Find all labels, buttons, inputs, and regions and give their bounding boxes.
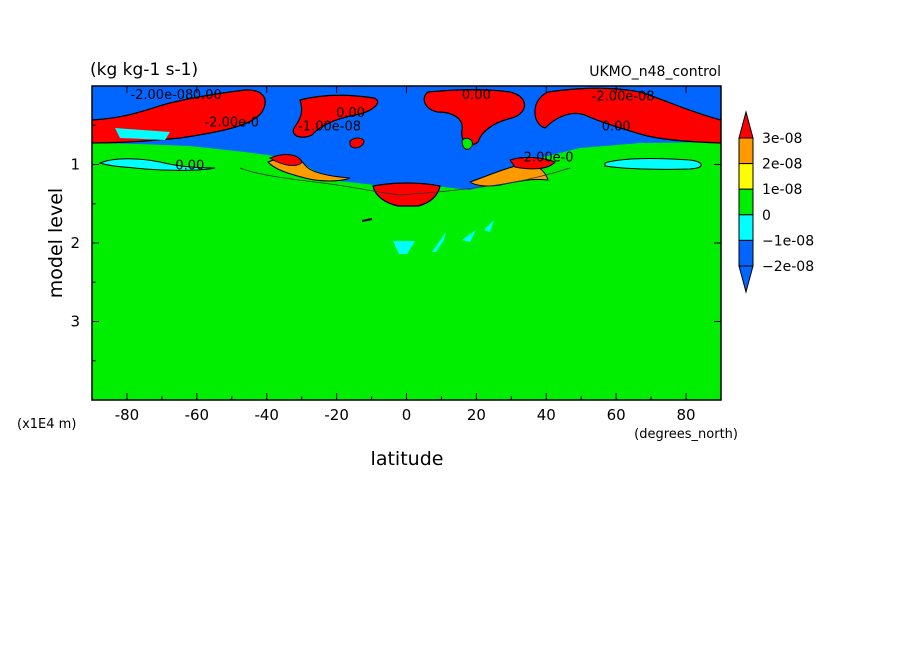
colorbar-label: −2e-08 [762,259,814,275]
northern-midlat-positive-region [423,89,526,146]
colorbar-label: −1e-08 [762,233,814,249]
colorbar-box [738,214,754,241]
x-tick-label: 60 [607,406,626,424]
colorbar-label: 1e-08 [762,182,802,198]
colorbar-label: 3e-08 [762,131,802,147]
colorbar-box [738,188,754,216]
contour-label: 0.00 [175,159,204,174]
x-tick-label: 80 [677,406,696,424]
x-tick-label: -40 [254,406,279,424]
southern-midlat-positive-region [292,94,379,138]
colorbar: 3e-08 2e-08 1e-08 0 −1e-08 −2e-08 [738,110,814,294]
contour-labels: -2.00e-08 0.00-2.00e-00.00-1.00e-080.000.… [130,88,654,174]
contour-label: -2.00e-08 [130,88,193,103]
y-axis-title: model level [45,188,67,298]
x-axis-title: latitude [371,448,444,470]
contour-label: 0.00 [336,106,365,121]
lower-cyan-streak-2 [462,230,476,242]
colorbar-box [738,137,754,165]
colorbar-top-arrow [738,110,754,139]
southern-red-patch [268,154,303,166]
contour-label: 0.00 [193,88,222,103]
contour-label: -2.00e-0 [204,115,259,130]
y-tick-label: 1 [70,156,80,174]
colorbar-label: 0 [762,208,771,224]
x-axis-units: (degrees_north) [634,427,738,442]
colorbar-box [738,163,754,190]
y-tick-label: 3 [70,313,80,331]
contour-label: -2.00e-08 [592,89,655,104]
y-axis-units: (x1E4 m) [17,417,76,432]
contour-label: 0.00 [602,119,631,134]
south-band-light-blue [115,128,170,140]
x-tick-label: -20 [324,406,349,424]
x-axis: -80 -60 -40 -20 0 20 40 60 80 [91,86,722,424]
south-lower-light-blue [98,158,216,171]
x-tick-label: 40 [537,406,556,424]
y-tick-label: 2 [70,234,80,252]
lower-cyan-streak-1 [432,232,446,252]
north-polar-positive-region [534,87,721,144]
contour-label: -1.00e-08 [298,119,361,134]
northern-red-patch [509,156,556,170]
colorbar-box [738,239,754,267]
x-tick-label: 20 [467,406,486,424]
small-dark-dash [361,218,373,222]
lower-cyan-triangle [393,241,415,254]
contour-field [92,86,721,400]
lower-cyan-streak-3 [484,220,494,232]
units-label: (kg kg-1 s-1) [90,60,198,80]
thin-contour-south [239,167,401,196]
x-tick-label: 0 [402,406,412,424]
x-tick-label: -60 [185,406,210,424]
thin-contour-north [399,167,571,196]
contour-label: -2.00e-0 [519,151,574,166]
x-tick-label: -80 [115,406,140,424]
model-label: UKMO_n48_control [589,64,721,80]
y-axis: 1 2 3 [70,124,721,362]
north-lower-light-blue [604,157,702,170]
small-green-spot [461,137,473,150]
colorbar-bottom-arrow [738,265,754,294]
small-red-spot [349,137,365,149]
contour-label: 0.00 [462,88,491,103]
colorbar-label: 2e-08 [762,157,802,173]
